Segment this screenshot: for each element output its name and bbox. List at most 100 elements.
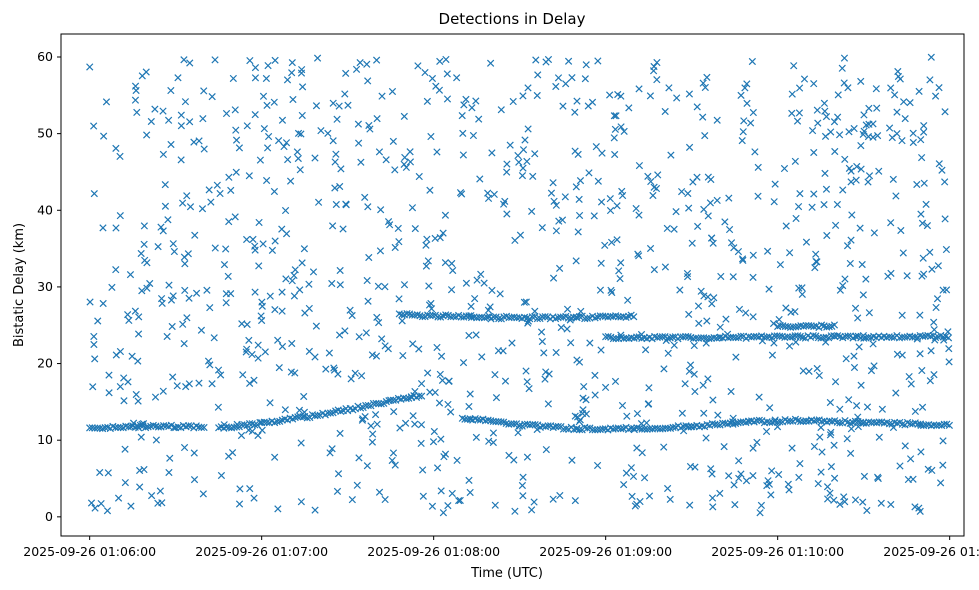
detection-marker: [524, 84, 532, 92]
detection-marker: [831, 221, 840, 229]
detection-marker: [686, 361, 695, 369]
detection-marker: [254, 354, 262, 362]
detection-marker: [831, 147, 839, 156]
detection-marker: [660, 443, 668, 451]
detection-marker: [839, 186, 847, 194]
detection-marker: [936, 479, 945, 487]
detection-marker: [364, 297, 372, 305]
detection-marker: [598, 149, 606, 157]
detection-marker: [852, 401, 861, 410]
detection-marker: [521, 136, 529, 144]
detection-marker: [465, 402, 473, 411]
detection-marker: [448, 489, 456, 498]
detection-marker: [822, 338, 830, 346]
detection-marker: [417, 439, 425, 448]
detection-marker: [790, 62, 798, 70]
detection-marker: [524, 317, 532, 325]
detection-marker: [613, 202, 621, 210]
detection-marker: [445, 377, 453, 385]
detection-marker: [785, 342, 794, 350]
detection-marker: [811, 264, 819, 272]
detection-marker: [845, 396, 853, 404]
detection-marker: [305, 347, 313, 356]
detection-marker: [563, 325, 571, 333]
detection-marker: [725, 225, 734, 234]
detection-marker: [170, 247, 178, 256]
detection-marker: [792, 214, 800, 223]
detection-marker: [184, 250, 192, 258]
detection-marker: [508, 339, 516, 347]
detection-marker: [169, 292, 177, 300]
detection-marker: [271, 237, 279, 245]
detection-marker: [467, 302, 475, 311]
detection-marker: [814, 119, 822, 127]
detection-marker: [892, 192, 900, 200]
detection-marker: [135, 313, 143, 321]
detection-marker: [865, 172, 874, 180]
detection-marker: [836, 286, 844, 294]
detection-marker: [847, 425, 856, 433]
detection-marker: [298, 83, 307, 91]
detection-marker: [136, 466, 144, 475]
detection-marker: [140, 222, 148, 230]
detection-marker: [918, 403, 927, 411]
detection-marker: [749, 251, 757, 259]
detection-marker: [601, 383, 610, 392]
detection-marker: [549, 274, 558, 282]
y-tick-label: 0: [45, 509, 53, 524]
detection-marker: [181, 260, 189, 268]
detection-marker: [423, 235, 431, 243]
detection-marker: [373, 420, 381, 428]
detection-marker: [503, 168, 511, 176]
detection-marker: [591, 391, 599, 399]
detection-marker: [427, 132, 435, 141]
detection-marker: [225, 217, 233, 226]
detection-marker: [644, 172, 652, 180]
detection-marker: [270, 187, 279, 196]
detection-marker: [814, 334, 822, 342]
detection-marker: [197, 423, 206, 432]
detection-marker: [332, 200, 340, 209]
detection-marker: [161, 181, 169, 189]
detection-marker: [544, 400, 552, 408]
detection-marker: [266, 399, 274, 407]
detection-marker: [748, 57, 756, 66]
detection-marker: [86, 298, 94, 306]
detection-marker: [210, 334, 218, 342]
detection-marker: [208, 380, 216, 388]
detection-marker: [653, 76, 661, 84]
detection-marker: [248, 350, 256, 359]
detection-marker: [295, 406, 304, 414]
detection-marker: [271, 56, 279, 65]
detection-marker: [927, 347, 935, 355]
detection-marker: [766, 404, 774, 412]
y-axis-label: Bistatic Delay (km): [12, 223, 27, 347]
detection-marker: [363, 60, 371, 68]
detection-marker: [515, 158, 523, 166]
detection-marker: [875, 167, 883, 175]
detection-marker: [266, 292, 274, 300]
detection-marker: [439, 509, 448, 517]
detection-marker: [927, 53, 935, 61]
detection-marker: [834, 113, 842, 121]
detection-marker: [243, 345, 251, 353]
detection-marker: [815, 371, 823, 380]
detection-marker: [389, 449, 398, 457]
detection-marker: [770, 198, 778, 206]
detection-marker: [291, 266, 299, 274]
y-tick-label: 60: [37, 49, 53, 64]
detection-marker: [749, 108, 757, 117]
detection-marker: [328, 222, 337, 230]
detection-marker: [300, 392, 308, 401]
detection-marker: [258, 426, 266, 434]
detection-marker: [700, 205, 708, 213]
detection-marker: [717, 272, 725, 281]
detection-marker: [697, 287, 705, 295]
detection-marker: [381, 283, 389, 291]
detection-marker: [296, 286, 304, 294]
detection-marker: [563, 305, 572, 313]
detection-marker: [833, 200, 842, 209]
detection-marker: [200, 87, 208, 95]
detection-marker: [414, 62, 422, 70]
detection-marker: [802, 238, 811, 246]
